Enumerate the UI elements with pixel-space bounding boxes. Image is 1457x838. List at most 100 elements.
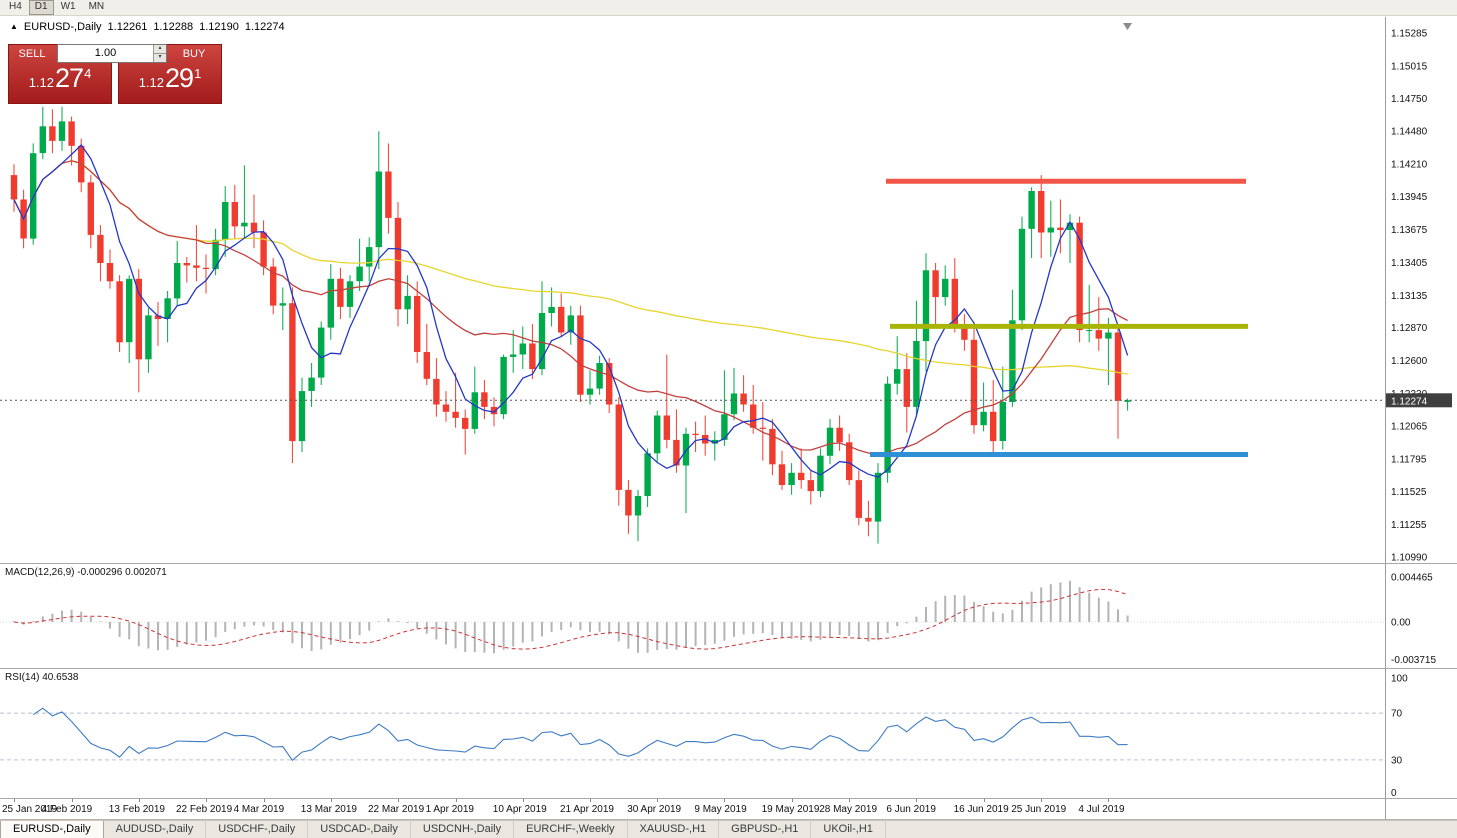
chart-tab-usdchf-daily[interactable]: USDCHF-,Daily	[206, 821, 309, 838]
macd-histogram	[13, 580, 1129, 654]
price-scale-label: 1.10990	[1391, 553, 1428, 564]
price-scale-label: 1.12600	[1391, 356, 1428, 367]
price-scale-label: 1.14750	[1391, 94, 1428, 105]
price-scale-label: 1.13675	[1391, 225, 1428, 236]
date-tick	[398, 799, 399, 802]
date-label: 13 Feb 2019	[108, 804, 165, 815]
price-scale-label: 1.11795	[1391, 454, 1427, 465]
macd-scale-label: 0.004465	[1391, 573, 1433, 584]
main-chart-pane[interactable]: 1.15285 1.15015 1.14750 1.14480 1.14210 1.139…	[0, 17, 1457, 564]
date-label: 19 May 2019	[761, 804, 820, 815]
rsi-scale-label: 70	[1391, 709, 1403, 720]
date-label: 6 Jun 2019	[886, 804, 936, 815]
ma-line-medium	[13, 160, 1128, 456]
chart-tab-xauusd-h1[interactable]: XAUUSD-,H1	[628, 821, 720, 838]
macd-scale-label: 0.00	[1391, 618, 1411, 629]
collapse-panel-icon[interactable]: ▲	[10, 22, 18, 31]
price-scale-label: 1.15015	[1391, 61, 1428, 72]
sell-label: SELL	[18, 48, 46, 60]
sell-price-sup: 4	[84, 66, 92, 81]
timeframe-toolbar: H4 D1 W1 MN	[0, 0, 1457, 16]
buy-price-big: 29	[165, 63, 194, 93]
date-tick	[1041, 799, 1043, 802]
date-label: 22 Mar 2019	[368, 804, 425, 815]
timeframe-button-d1[interactable]: D1	[28, 0, 54, 15]
price-scale-label: 1.14210	[1391, 160, 1428, 171]
date-axis[interactable]: 25 Jan 2019 4 Feb 2019 13 Feb 2019 22 Feb 2…	[0, 799, 1457, 820]
buy-price: 1.12 29 1	[119, 61, 221, 103]
date-label: 13 Mar 2019	[300, 804, 357, 815]
date-tick	[983, 799, 985, 802]
chart-symbol-label: EURUSD-,Daily	[23, 21, 102, 33]
rsi-scale-label: 100	[1391, 674, 1408, 685]
price-scale-label: 1.11255	[1391, 520, 1427, 531]
ohlc-high: 1.12288	[153, 21, 194, 33]
timeframe-button-mn[interactable]: MN	[88, 1, 105, 12]
chart-tab-usdcnh-daily[interactable]: USDCNH-,Daily	[411, 821, 515, 838]
macd-signal-line	[13, 588, 1128, 650]
current-price-badge-text: 1.12274	[1391, 396, 1428, 407]
date-tick	[206, 799, 207, 802]
ohlc-open: 1.12261	[107, 21, 148, 33]
candlesticks	[10, 106, 1131, 544]
chart-title: ▲ EURUSD-,Daily 1.12261 1.12288 1.12190 …	[10, 21, 285, 33]
chart-tab-usdcad-daily[interactable]: USDCAD-,Daily	[308, 821, 411, 838]
ohlc-low: 1.12190	[199, 21, 239, 33]
ohlc-close: 1.12274	[244, 21, 285, 33]
volume-input[interactable]: 1.00	[94, 47, 117, 59]
price-scale-label: 1.12870	[1391, 323, 1428, 334]
volume-up-button[interactable]: ▴	[154, 45, 166, 53]
date-label: 25 Jun 2019	[1011, 804, 1067, 815]
buy-price-sup: 1	[194, 66, 202, 81]
timeframe-button-w1[interactable]: W1	[60, 1, 76, 12]
one-click-trading-panel: SELL 1.12 27 4 BUY 1.12 29 1 1.00 ▴ ▾	[8, 44, 222, 104]
date-label: 9 May 2019	[694, 804, 747, 815]
rsi-pane[interactable]: 100 70 30 0	[0, 669, 1457, 799]
date-tick	[1108, 799, 1110, 802]
price-scale-label: 1.13945	[1391, 192, 1428, 203]
main-chart-canvas[interactable]: 1.15285 1.15015 1.14750 1.14480 1.14210 1.139…	[0, 17, 1457, 563]
ma-line-slow	[13, 160, 1128, 375]
rsi-canvas[interactable]: 100 70 30 0	[0, 669, 1457, 798]
price-scale-label: 1.14480	[1391, 127, 1428, 138]
macd-canvas[interactable]: 0.004465 0.00 -0.003715	[0, 564, 1457, 668]
date-tick	[263, 799, 265, 802]
date-tick	[522, 799, 524, 802]
rsi-line	[32, 707, 1128, 762]
macd-label: MACD(12,26,9) -0.000296 0.002071	[5, 567, 167, 578]
rsi-scale-label: 30	[1391, 755, 1403, 766]
date-tick	[849, 799, 851, 802]
date-tick	[71, 799, 73, 802]
price-scale-label: 1.15285	[1391, 29, 1428, 40]
volume-down-button[interactable]: ▾	[154, 53, 166, 62]
date-label: 16 Jun 2019	[953, 804, 1009, 815]
date-label: 28 May 2019	[819, 804, 878, 815]
chart-shift-icon[interactable]	[1123, 23, 1132, 30]
chart-tab-eurusd-daily[interactable]: EURUSD-,Daily	[0, 821, 104, 838]
price-scale-label: 1.13405	[1391, 258, 1428, 269]
date-label: 4 Feb 2019	[41, 804, 93, 815]
macd-pane[interactable]: 0.004465 0.00 -0.003715	[0, 564, 1457, 669]
date-tick	[724, 799, 726, 802]
rsi-scale-label: 0	[1391, 788, 1397, 798]
date-label: 4 Mar 2019	[233, 804, 285, 815]
ma-line-fast	[13, 143, 1129, 478]
chart-tab-gbpusd-h1[interactable]: GBPUSD-,H1	[719, 821, 812, 838]
price-scale-label: 1.13135	[1391, 291, 1428, 302]
buy-label: BUY	[182, 48, 206, 60]
chart-tab-ukoil-h1[interactable]: UKOil-,H1	[811, 821, 886, 838]
volume-box: 1.00 ▴ ▾	[57, 44, 167, 63]
date-tick	[14, 799, 15, 802]
date-tick	[916, 799, 918, 802]
date-label: 10 Apr 2019	[492, 804, 547, 815]
date-tick	[590, 799, 591, 802]
chart-tab-eurchf-weekly[interactable]: EURCHF-,Weekly	[514, 821, 628, 838]
current-price-badge	[1386, 393, 1452, 408]
chart-tab-audusd-daily[interactable]: AUDUSD-,Daily	[104, 821, 207, 838]
date-label: 4 Jul 2019	[1078, 804, 1125, 815]
timeframe-button-h4[interactable]: H4	[9, 1, 22, 12]
sell-price: 1.12 27 4	[9, 61, 111, 103]
date-label: 1 Apr 2019	[425, 804, 474, 815]
date-tick	[791, 799, 793, 802]
